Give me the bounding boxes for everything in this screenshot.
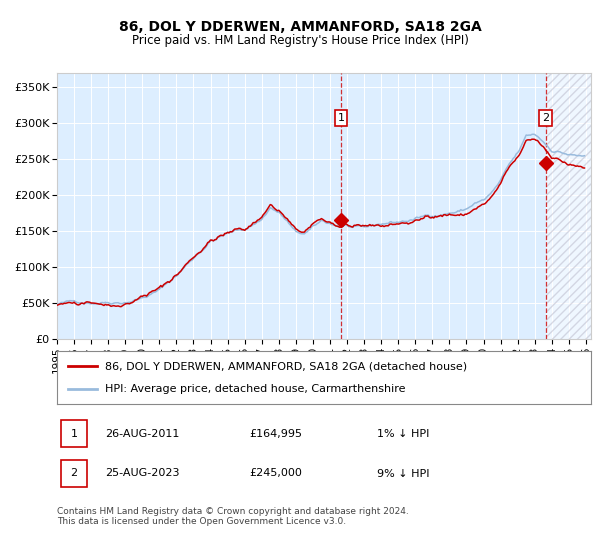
Text: £245,000: £245,000 [249,469,302,478]
Text: Price paid vs. HM Land Registry's House Price Index (HPI): Price paid vs. HM Land Registry's House … [131,34,469,46]
Text: 9% ↓ HPI: 9% ↓ HPI [377,469,430,478]
Bar [546,73,600,339]
Text: 26-AUG-2011: 26-AUG-2011 [105,428,179,438]
Text: £164,995: £164,995 [249,428,302,438]
Text: 86, DOL Y DDERWEN, AMMANFORD, SA18 2GA: 86, DOL Y DDERWEN, AMMANFORD, SA18 2GA [119,20,481,34]
Text: 1: 1 [338,113,344,123]
Text: Contains HM Land Registry data © Crown copyright and database right 2024.
This d: Contains HM Land Registry data © Crown c… [57,507,409,526]
FancyBboxPatch shape [61,460,87,487]
Text: 1% ↓ HPI: 1% ↓ HPI [377,428,430,438]
Text: 86, DOL Y DDERWEN, AMMANFORD, SA18 2GA (detached house): 86, DOL Y DDERWEN, AMMANFORD, SA18 2GA (… [105,361,467,371]
Text: HPI: Average price, detached house, Carmarthenshire: HPI: Average price, detached house, Carm… [105,384,406,394]
Text: 2: 2 [71,469,77,478]
FancyBboxPatch shape [61,419,87,447]
Text: 2: 2 [542,113,550,123]
Text: 25-AUG-2023: 25-AUG-2023 [105,469,179,478]
Text: 1: 1 [71,428,77,438]
